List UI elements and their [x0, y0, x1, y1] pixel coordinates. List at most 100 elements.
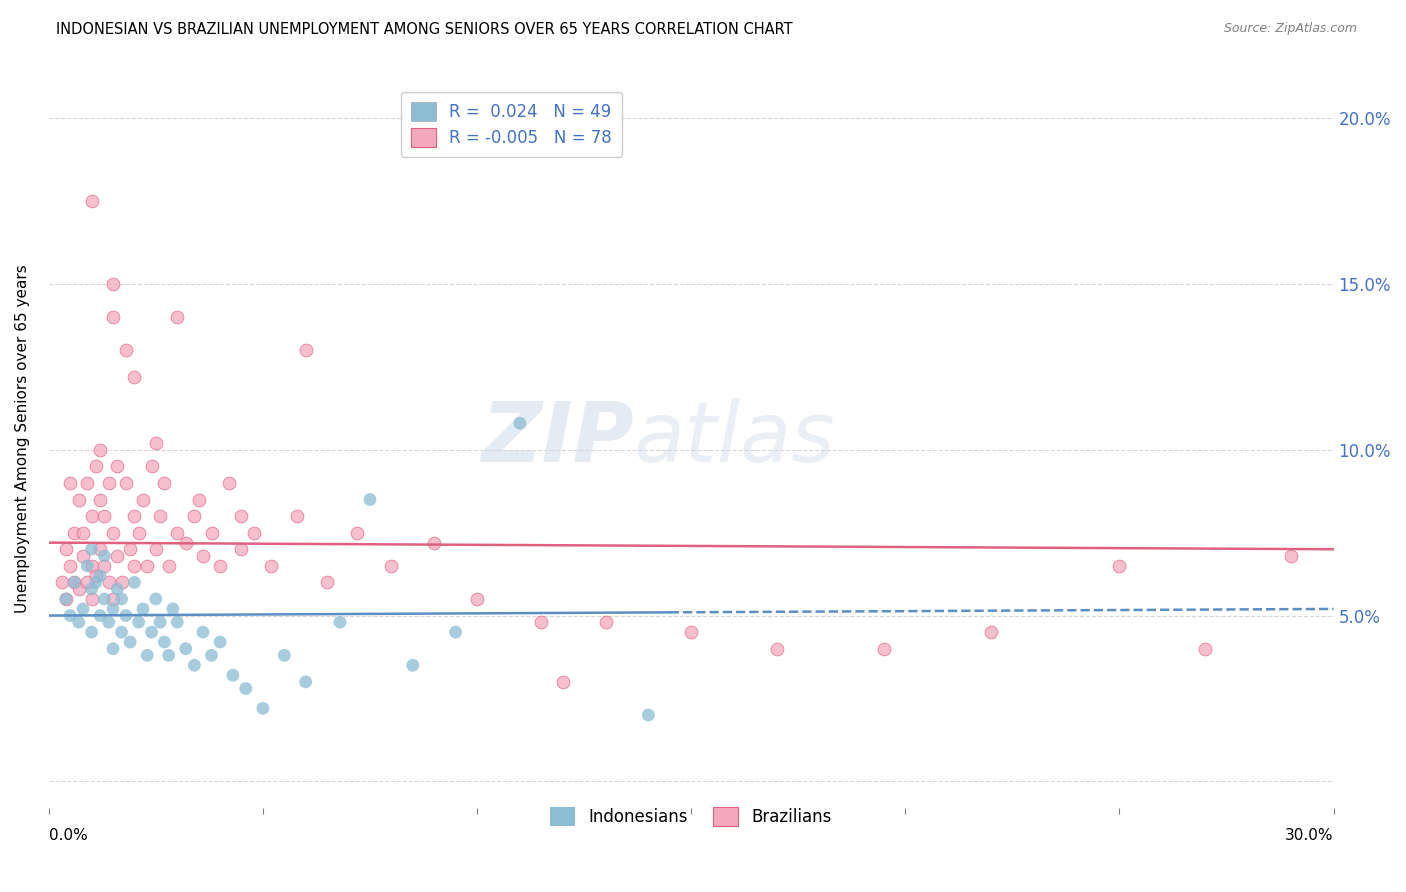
Point — [97, 475, 120, 490]
Point — [551, 674, 574, 689]
Point — [59, 558, 82, 573]
Point — [59, 608, 82, 623]
Point — [80, 558, 103, 573]
Point — [115, 343, 138, 358]
Point — [191, 625, 214, 640]
Point — [93, 558, 115, 573]
Point — [316, 575, 339, 590]
Text: ZIP: ZIP — [481, 398, 633, 479]
Point — [209, 558, 232, 573]
Point — [637, 708, 659, 723]
Point — [681, 625, 703, 640]
Point — [93, 549, 115, 563]
Text: atlas: atlas — [633, 398, 835, 479]
Point — [145, 591, 167, 606]
Point — [132, 492, 155, 507]
Point — [359, 492, 381, 507]
Point — [243, 525, 266, 540]
Point — [166, 615, 188, 630]
Point — [59, 475, 82, 490]
Point — [153, 635, 176, 649]
Point — [55, 542, 77, 557]
Point — [1279, 549, 1302, 563]
Point — [231, 542, 253, 557]
Point — [124, 558, 146, 573]
Point — [141, 625, 163, 640]
Point — [105, 459, 128, 474]
Point — [187, 492, 209, 507]
Point — [63, 525, 86, 540]
Point — [72, 549, 94, 563]
Point — [183, 509, 205, 524]
Point — [149, 615, 172, 630]
Point — [191, 549, 214, 563]
Point — [105, 549, 128, 563]
Point — [115, 475, 138, 490]
Point — [72, 602, 94, 616]
Point — [124, 369, 146, 384]
Point — [105, 582, 128, 596]
Point — [200, 525, 222, 540]
Point — [145, 542, 167, 557]
Point — [444, 625, 467, 640]
Point — [76, 558, 98, 573]
Point — [157, 648, 180, 663]
Point — [141, 459, 163, 474]
Point — [294, 343, 316, 358]
Text: 30.0%: 30.0% — [1285, 828, 1334, 843]
Point — [329, 615, 352, 630]
Point — [80, 509, 103, 524]
Point — [231, 509, 253, 524]
Point — [76, 575, 98, 590]
Point — [84, 575, 107, 590]
Point — [222, 668, 245, 682]
Point — [84, 459, 107, 474]
Point — [101, 277, 124, 291]
Point — [423, 535, 446, 549]
Point — [136, 558, 159, 573]
Legend: Indonesians, Brazilians: Indonesians, Brazilians — [544, 800, 838, 833]
Point — [766, 641, 789, 656]
Point — [128, 615, 150, 630]
Point — [260, 558, 283, 573]
Point — [89, 542, 111, 557]
Point — [509, 417, 531, 431]
Point — [145, 436, 167, 450]
Point — [80, 582, 103, 596]
Y-axis label: Unemployment Among Seniors over 65 years: Unemployment Among Seniors over 65 years — [15, 264, 30, 613]
Text: 0.0%: 0.0% — [49, 828, 87, 843]
Point — [63, 575, 86, 590]
Point — [132, 602, 155, 616]
Point — [51, 575, 73, 590]
Point — [252, 701, 274, 715]
Text: Source: ZipAtlas.com: Source: ZipAtlas.com — [1223, 22, 1357, 36]
Point — [183, 658, 205, 673]
Point — [110, 575, 132, 590]
Point — [218, 475, 240, 490]
Point — [76, 475, 98, 490]
Point — [80, 194, 103, 208]
Point — [93, 591, 115, 606]
Point — [873, 641, 896, 656]
Point — [162, 602, 184, 616]
Point — [157, 558, 180, 573]
Point — [55, 591, 77, 606]
Point — [84, 568, 107, 582]
Point — [80, 542, 103, 557]
Point — [101, 525, 124, 540]
Point — [67, 615, 90, 630]
Point — [80, 625, 103, 640]
Point — [110, 625, 132, 640]
Point — [153, 475, 176, 490]
Point — [101, 591, 124, 606]
Point — [136, 648, 159, 663]
Point — [465, 591, 488, 606]
Point — [235, 681, 257, 696]
Point — [55, 591, 77, 606]
Point — [1108, 558, 1130, 573]
Point — [110, 591, 132, 606]
Point — [166, 525, 188, 540]
Point — [93, 509, 115, 524]
Point — [209, 635, 232, 649]
Point — [285, 509, 308, 524]
